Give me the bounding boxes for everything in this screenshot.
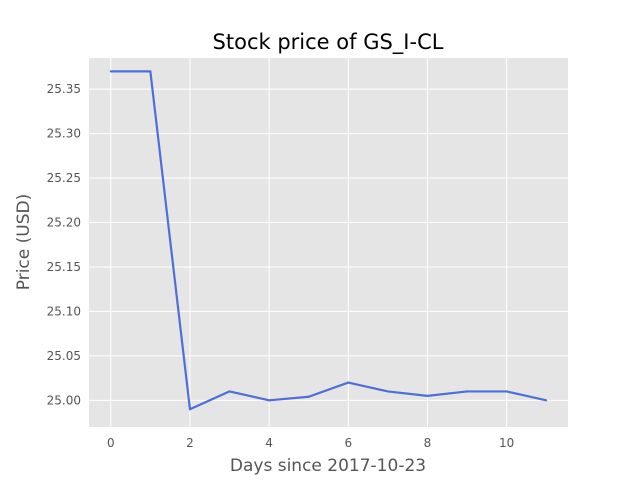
series-layer <box>109 70 548 411</box>
x-tick-label: 2 <box>186 436 194 450</box>
tick-labels: 0 2 4 6 8 10 25.00 25.05 25.10 25.15 25.20 25.25 25.… <box>47 82 515 450</box>
data-point <box>149 70 152 73</box>
plot-background <box>89 58 568 427</box>
y-tick-label: 25.25 <box>47 171 81 185</box>
x-tick-label: 8 <box>424 436 432 450</box>
chart-title: Stock price of GS_I-CL <box>213 30 444 55</box>
y-tick-label: 25.35 <box>47 82 81 96</box>
data-point <box>268 399 271 402</box>
x-axis-label: Days since 2017-10-23 <box>230 456 426 476</box>
y-tick-label: 25.20 <box>47 215 81 229</box>
data-point <box>228 390 231 393</box>
x-tick-label: 6 <box>344 436 352 450</box>
x-tick-label: 4 <box>265 436 273 450</box>
y-axis-label: Price (USD) <box>14 194 34 290</box>
y-tick-label: 25.00 <box>47 393 81 407</box>
data-point <box>505 390 508 393</box>
data-point <box>386 390 389 393</box>
data-point <box>188 408 191 411</box>
series-line <box>110 70 547 411</box>
data-point <box>347 381 350 384</box>
y-tick-label: 25.15 <box>47 260 81 274</box>
x-tick-label: 10 <box>499 436 514 450</box>
data-point <box>426 394 429 397</box>
y-tick-label: 25.05 <box>47 349 81 363</box>
data-point <box>307 395 310 398</box>
y-tick-label: 25.10 <box>47 304 81 318</box>
data-point <box>545 399 548 402</box>
data-point <box>109 70 112 73</box>
data-point <box>466 390 469 393</box>
x-tick-label: 0 <box>107 436 115 450</box>
y-tick-label: 25.30 <box>47 127 81 141</box>
